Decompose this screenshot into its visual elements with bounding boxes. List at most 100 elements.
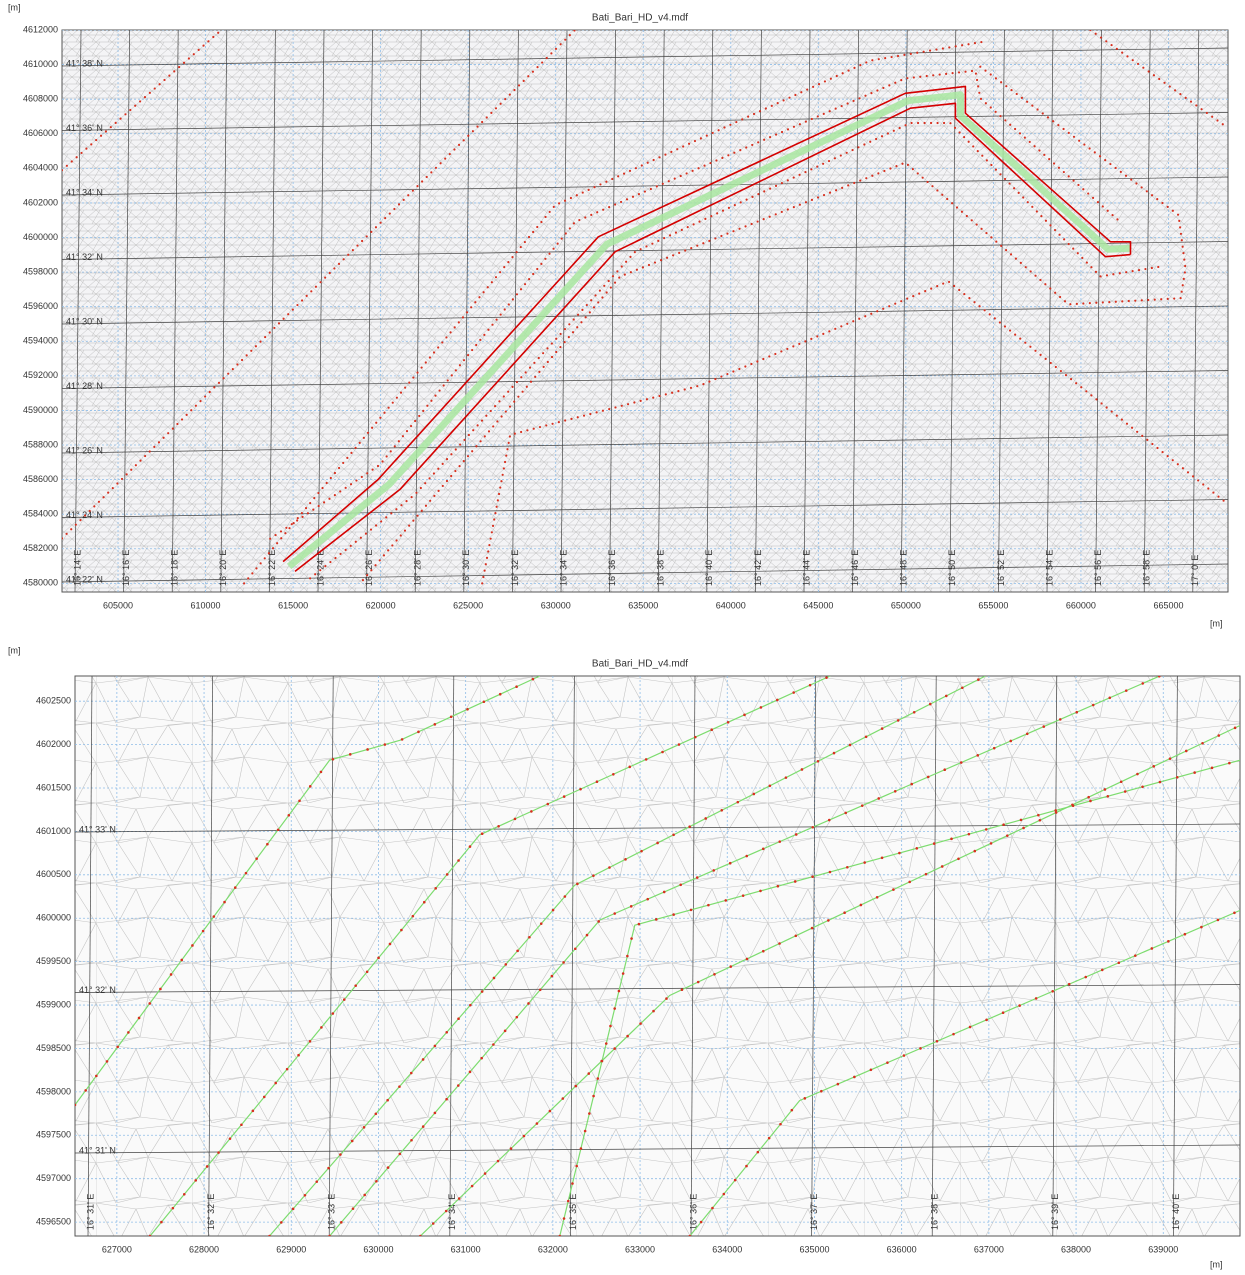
longitude-label: 16° 33' E (327, 1194, 337, 1230)
x-tick-label: 637000 (974, 1244, 1004, 1254)
x-unit: [m] (1210, 618, 1223, 628)
chart-panel: Bati_Bari_HD_v4.mdf [m] [m] 41° 33' N41°… (8, 645, 1241, 1269)
longitude-label: 16° 35' E (568, 1194, 578, 1230)
y-tick-label: 4601500 (36, 782, 71, 792)
latitude-label: 41° 36' N (66, 123, 103, 133)
graticule-line (75, 823, 1240, 833)
longitude-label: 16° 42' E (753, 550, 763, 586)
graticule-line (62, 370, 1228, 389)
y-tick-label: 4604000 (23, 163, 58, 173)
graticule-line (900, 30, 908, 592)
y-tick-label: 4598000 (23, 266, 58, 276)
longitude-label: 16° 58' E (1142, 550, 1152, 586)
line-segment (149, 676, 831, 1236)
y-tick-label: 4610000 (23, 59, 58, 69)
x-tick-label: 636000 (887, 1244, 917, 1254)
x-tick-label: 628000 (189, 1244, 219, 1254)
channel-bank (282, 85, 1132, 563)
longitude-label: 16° 37' E (809, 1194, 819, 1230)
dotted-boundary (269, 69, 1122, 540)
y-tick-label: 4600000 (23, 232, 58, 242)
graticule-line (560, 30, 568, 592)
x-tick-label: 655000 (978, 600, 1008, 610)
longitude-label: 16° 16' E (121, 550, 131, 586)
longitude-label: 16° 40' E (1171, 1194, 1181, 1230)
graticule-line (1173, 676, 1178, 1236)
channel-bank (294, 102, 1131, 573)
dotted-boundary (359, 65, 1187, 585)
y-tick-label: 4602500 (36, 696, 71, 706)
graticule-line (1046, 30, 1054, 592)
graticule-line (75, 1144, 1240, 1154)
x-tick-label: 633000 (625, 1244, 655, 1254)
channel-band (286, 91, 1131, 570)
x-tick-label: 634000 (712, 1244, 742, 1254)
graticule-line (949, 30, 957, 592)
graticule-line (62, 47, 1228, 67)
x-tick-label: 639000 (1148, 1244, 1178, 1254)
x-unit: [m] (1210, 1259, 1223, 1269)
graticule-line (414, 30, 422, 592)
mesh (62, 30, 1228, 592)
y-tick-label: 4586000 (23, 474, 58, 484)
graticule-line (570, 676, 575, 1236)
longitude-label: 16° 56' E (1093, 550, 1103, 586)
longitude-label: 16° 36' E (688, 1194, 698, 1230)
x-tick-label: 630000 (363, 1244, 393, 1254)
plot-frame (61, 29, 1229, 593)
dotted-boundary (309, 121, 1162, 580)
longitude-label: 16° 48' E (899, 550, 909, 586)
x-tick-label: 629000 (276, 1244, 306, 1254)
graticule-line (317, 30, 325, 592)
y-unit: [m] (8, 645, 21, 655)
x-tick-label: 630000 (541, 600, 571, 610)
graticule-line (328, 676, 334, 1236)
graticule-line (62, 434, 1228, 454)
graticule-line (803, 30, 811, 592)
graticule-line (171, 30, 179, 592)
x-tick-label: 625000 (453, 600, 483, 610)
y-tick-label: 4592000 (23, 370, 58, 380)
line-segment (329, 676, 1161, 1236)
y-tick-label: 4596500 (36, 1216, 71, 1226)
x-tick-label: 631000 (451, 1244, 481, 1254)
longitude-label: 16° 54' E (1044, 550, 1054, 586)
graticule-line (811, 676, 816, 1236)
dotted-boundary (1089, 30, 1228, 130)
x-tick-label: 665000 (1153, 600, 1183, 610)
graticule-line (463, 30, 471, 592)
graticule-line (123, 30, 130, 592)
y-tick-label: 4601000 (36, 826, 71, 836)
x-tick-label: 650000 (891, 600, 921, 610)
longitude-label: 16° 18' E (170, 550, 180, 586)
y-tick-label: 4597500 (36, 1130, 71, 1140)
plot-content: 41° 38' N 41° 36' N 41° 34' N 41° 32' N 41° … (62, 30, 1228, 592)
graticule-line (74, 30, 82, 592)
longitude-label: 16° 34' E (558, 550, 568, 586)
x-tick-label: 635000 (628, 600, 658, 610)
graticule-line (449, 676, 455, 1236)
graticule-line (75, 984, 1240, 993)
latitude-label: 41° 32' N (79, 985, 116, 995)
y-tick-label: 4600000 (36, 913, 71, 923)
longitude-label: 16° 30' E (461, 550, 471, 586)
y-tick-label: 4598000 (36, 1086, 71, 1096)
y-tick-label: 4580000 (23, 578, 58, 588)
x-tick-label: 620000 (366, 600, 396, 610)
latitude-label: 41° 22' N (66, 574, 103, 584)
y-tick-label: 4588000 (23, 439, 58, 449)
longitude-label: 16° 28' E (413, 550, 423, 586)
graticule-line (690, 676, 696, 1236)
graticule-line (1095, 30, 1102, 592)
x-tick-label: 660000 (1066, 600, 1096, 610)
graticule-line (62, 499, 1228, 518)
graticule-line (220, 30, 228, 592)
y-tick-label: 4598500 (36, 1043, 71, 1053)
plot-content: 41° 33' N 41° 32' N 41° 31' N 16° 31' E 16° … (75, 676, 1240, 1236)
longitude-label: 16° 38' E (656, 550, 666, 586)
graticule-line (931, 676, 937, 1236)
latitude-label: 41° 38' N (66, 58, 103, 68)
graticule-line (755, 30, 762, 592)
latitude-label: 41° 26' N (66, 445, 103, 455)
